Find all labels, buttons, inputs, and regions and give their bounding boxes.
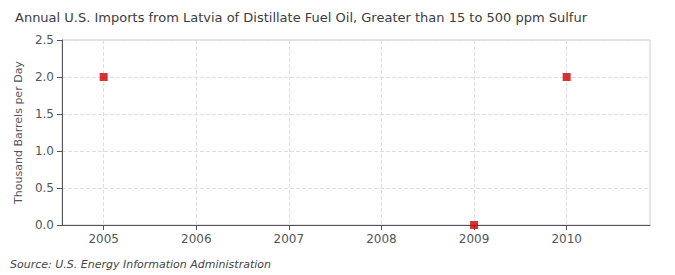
svg-text:Source: U.S. Energy Informatio: Source: U.S. Energy Information Administ… (10, 258, 271, 271)
svg-text:1.0: 1.0 (35, 144, 54, 158)
svg-text:2010: 2010 (551, 232, 582, 246)
svg-text:2008: 2008 (366, 232, 397, 246)
svg-text:2006: 2006 (181, 232, 212, 246)
svg-text:0.5: 0.5 (35, 181, 54, 195)
svg-text:2009: 2009 (459, 232, 490, 246)
svg-text:2.0: 2.0 (35, 70, 54, 84)
svg-text:1.5: 1.5 (35, 107, 54, 121)
svg-text:Thousand Barrels per Day: Thousand Barrels per Day (12, 61, 25, 205)
svg-text:0.0: 0.0 (35, 218, 54, 232)
svg-text:2005: 2005 (88, 232, 119, 246)
svg-text:Annual U.S. Imports from Latvi: Annual U.S. Imports from Latvia of Disti… (15, 10, 588, 25)
svg-text:2.5: 2.5 (35, 33, 54, 47)
svg-text:2007: 2007 (274, 232, 305, 246)
